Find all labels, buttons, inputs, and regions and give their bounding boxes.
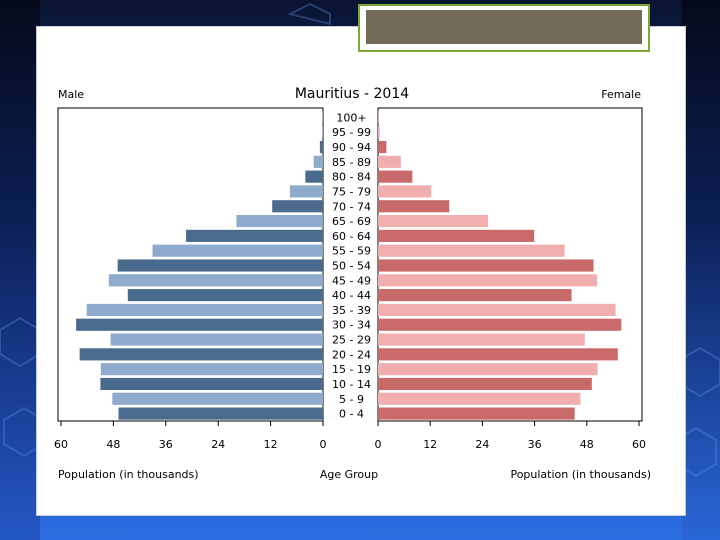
- male-bar-15-19: [100, 363, 323, 376]
- female-tick-label-12: 12: [423, 438, 437, 451]
- male-bar-95-99: [322, 126, 323, 139]
- female-bar-60-64: [378, 229, 535, 242]
- female-bar-25-29: [378, 333, 585, 346]
- male-bar-90-94: [319, 140, 323, 154]
- female-label: Female: [601, 88, 641, 101]
- age-group-label: Age Group: [320, 468, 378, 481]
- age-label-80-84: 80 - 84: [332, 171, 371, 184]
- male-bar-30-34: [76, 318, 323, 331]
- male-bar-10-14: [100, 377, 324, 391]
- female-bar-15-19: [378, 363, 598, 376]
- age-label-65-69: 65 - 69: [332, 215, 371, 228]
- female-tick-label-36: 36: [528, 438, 542, 451]
- male-bar-40-44: [127, 289, 324, 302]
- bars-group: [76, 111, 622, 420]
- female-bar-90-94: [378, 140, 387, 154]
- female-bar-10-14: [378, 377, 592, 391]
- female-bar-40-44: [378, 289, 572, 302]
- male-tick-label-36: 36: [159, 438, 173, 451]
- male-label: Male: [58, 88, 84, 101]
- age-label-100plus: 100+: [336, 111, 366, 124]
- age-label-45-49: 45 - 49: [332, 274, 371, 287]
- male-bar-45-49: [108, 274, 324, 287]
- age-label-0-4: 0 - 4: [339, 408, 364, 421]
- age-label-15-19: 15 - 19: [332, 363, 371, 376]
- female-bar-20-24: [378, 348, 618, 361]
- background-left-band: [0, 0, 40, 540]
- age-label-25-29: 25 - 29: [332, 334, 371, 347]
- male-tick-label-12: 12: [264, 438, 278, 451]
- male-tick-label-48: 48: [106, 438, 120, 451]
- age-label-30-34: 30 - 34: [332, 319, 371, 332]
- male-bar-65-69: [236, 214, 323, 228]
- female-bar-30-34: [378, 318, 622, 331]
- chart-title: Mauritius - 2014: [295, 86, 409, 102]
- male-bar-80-84: [305, 170, 323, 183]
- axis-ticks-group: 60 48 36 24 12 0 0 12 24 36 48 60: [54, 421, 646, 451]
- male-bar-0-4: [118, 407, 323, 420]
- age-label-5-9: 5 - 9: [339, 393, 364, 406]
- male-bar-70-74: [272, 200, 323, 213]
- male-tick-label-0: 0: [320, 438, 327, 451]
- female-bar-45-49: [378, 274, 598, 287]
- x-axis-label-male: Population (in thousands): [58, 468, 199, 481]
- slide-title-placeholder: [358, 4, 650, 52]
- background-right-band: [682, 0, 720, 540]
- age-label-85-89: 85 - 89: [332, 156, 371, 169]
- female-bar-75-79: [378, 185, 432, 198]
- male-bar-25-29: [110, 333, 323, 346]
- female-tick-label-0: 0: [375, 438, 382, 451]
- male-bar-60-64: [186, 229, 323, 242]
- female-bar-35-39: [378, 303, 616, 317]
- female-bar-55-59: [378, 244, 565, 257]
- female-bar-70-74: [378, 200, 450, 213]
- male-bar-5-9: [112, 392, 323, 405]
- male-tick-label-60: 60: [54, 438, 68, 451]
- female-tick-label-48: 48: [580, 438, 594, 451]
- male-bar-75-79: [289, 185, 323, 198]
- age-label-75-79: 75 - 79: [332, 185, 371, 198]
- male-bar-50-54: [117, 259, 323, 272]
- male-bar-55-59: [152, 244, 323, 257]
- female-bar-5-9: [378, 392, 581, 405]
- female-bar-85-89: [378, 155, 401, 168]
- age-label-70-74: 70 - 74: [332, 200, 371, 213]
- age-label-35-39: 35 - 39: [332, 304, 371, 317]
- age-label-40-44: 40 - 44: [332, 289, 371, 302]
- age-label-55-59: 55 - 59: [332, 245, 371, 258]
- female-bar-65-69: [378, 214, 488, 228]
- x-axis-label-female: Population (in thousands): [510, 468, 651, 481]
- male-tick-label-24: 24: [211, 438, 225, 451]
- female-bar-80-84: [378, 170, 413, 183]
- female-tick-label-24: 24: [475, 438, 489, 451]
- male-bar-20-24: [79, 348, 324, 361]
- female-bar-50-54: [378, 259, 594, 272]
- title-placeholder-fill: [366, 10, 642, 44]
- age-label-90-94: 90 - 94: [332, 141, 371, 154]
- age-label-60-64: 60 - 64: [332, 230, 371, 243]
- age-label-50-54: 50 - 54: [332, 260, 371, 273]
- male-bar-35-39: [86, 303, 323, 317]
- age-label-95-99: 95 - 99: [332, 126, 371, 139]
- female-bar-95-99: [378, 126, 380, 139]
- female-bar-0-4: [378, 407, 575, 420]
- age-label-20-24: 20 - 24: [332, 348, 371, 361]
- female-tick-label-60: 60: [632, 438, 646, 451]
- age-label-10-14: 10 - 14: [332, 378, 371, 391]
- male-bar-85-89: [313, 155, 323, 168]
